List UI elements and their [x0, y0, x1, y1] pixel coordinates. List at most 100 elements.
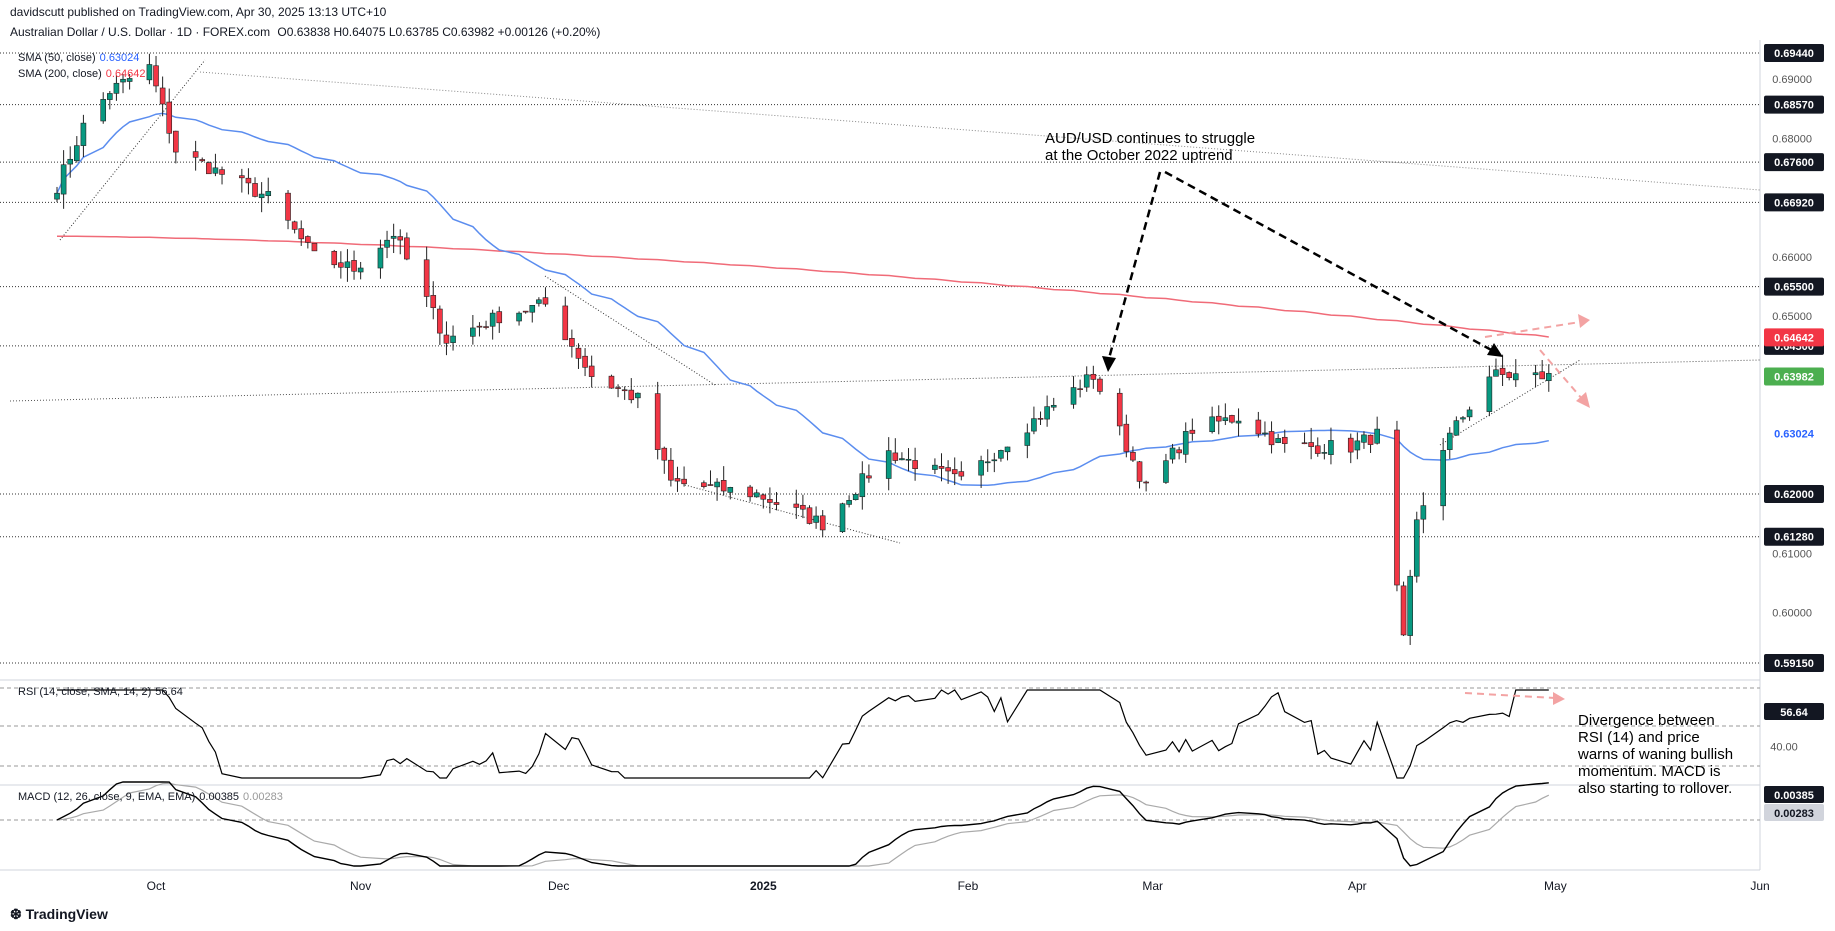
sma-50-line [56, 112, 1549, 486]
candle-down [866, 475, 872, 479]
candle-down [542, 297, 549, 305]
candle-down [397, 236, 404, 241]
candle-up [1222, 417, 1229, 422]
time-tick-label: Dec [548, 879, 569, 893]
macd-line [56, 781, 1549, 867]
sma50-badge: 0.63024 [1774, 428, 1815, 440]
candle-down [945, 467, 951, 472]
candle-down [331, 250, 338, 266]
candle-down [1268, 431, 1275, 446]
candle-up [727, 487, 734, 493]
candle-up [529, 305, 536, 313]
macd-axis: 0.00385 0.00283 [1764, 786, 1824, 821]
candle-down [1255, 419, 1262, 435]
candle-up [489, 312, 496, 327]
candle-up [1545, 373, 1552, 382]
candle-up [107, 93, 113, 100]
candle-down [767, 499, 773, 503]
price-tick-label: 0.61000 [1772, 548, 1812, 560]
candle-down [199, 159, 206, 162]
candle-up [1083, 374, 1090, 388]
sma50-legend[interactable]: SMA (50, close) 0.63024 [18, 52, 140, 64]
candle-down [668, 459, 674, 481]
candle-up [978, 460, 984, 476]
level-badge-0.69440-bg [1764, 44, 1824, 62]
candle-down [423, 259, 430, 297]
arrow-to-feb-high [1106, 171, 1162, 363]
candle-down [437, 308, 443, 334]
candle-down [951, 469, 958, 475]
sept-rally-trendline [59, 59, 206, 241]
candle-down [443, 334, 450, 344]
arrow-head [1553, 692, 1565, 705]
arrow-head [1487, 343, 1503, 357]
macd-pane [0, 781, 1760, 867]
candle-down [569, 338, 575, 347]
sma50-badge-bg [1764, 424, 1824, 443]
candle-up [126, 78, 133, 82]
candle-down [1215, 415, 1222, 422]
candle-down [806, 507, 813, 524]
level-badge-0.61280-bg [1764, 527, 1824, 546]
candle-up [1407, 575, 1413, 636]
candle-up [390, 235, 397, 239]
candle-up [1532, 372, 1539, 376]
level-badge-0.67600: 0.67600 [1774, 157, 1814, 169]
candle-up [516, 312, 522, 322]
price-tick-label: 0.60000 [1772, 608, 1812, 620]
candle-down [1116, 392, 1123, 427]
time-axis: Oct Nov Dec 2025 Feb Mar Apr May Jun [147, 879, 1770, 893]
candle-down [793, 503, 800, 508]
sma200-badge: 0.64642 [1774, 332, 1814, 344]
candle-down [305, 236, 311, 243]
divergence-annotation: Divergence between RSI (14) and price wa… [1578, 712, 1734, 797]
candle-up [80, 122, 87, 146]
price-axis: 0.69000 0.68000 0.66000 0.65000 0.61000 0.600… [1764, 44, 1824, 672]
candle-down [496, 311, 503, 324]
candle-up [120, 78, 126, 83]
bearish-breakdown-arrow [1539, 349, 1584, 401]
level-badge-0.59150: 0.59150 [1774, 658, 1814, 670]
candle-up [714, 481, 720, 488]
candle-down [582, 355, 588, 368]
candle-up [1321, 452, 1328, 454]
rsi-legend[interactable]: RSI (14, close, SMA, 14, 2) 56.64 [18, 686, 183, 698]
tradingview-logo[interactable]: ❆ TradingView [10, 906, 108, 922]
candle-down [404, 237, 410, 260]
candle-down [1367, 434, 1374, 445]
candle-down [773, 502, 780, 505]
arrow-head [1578, 314, 1590, 328]
time-tick-label: 2025 [750, 879, 777, 893]
candlesticks [54, 53, 1552, 645]
candle-down [1123, 423, 1130, 452]
candle-up [1446, 432, 1453, 450]
level-badge-0.65500: 0.65500 [1774, 282, 1814, 294]
candle-down [522, 310, 529, 313]
time-tick-label: Feb [958, 879, 979, 893]
candle-down [1400, 585, 1407, 636]
macd-signal-badge: 0.00283 [1774, 808, 1814, 820]
candle-up [899, 458, 905, 461]
price-tick-label: 0.66000 [1772, 252, 1812, 264]
level-badge-0.68570: 0.68570 [1774, 100, 1814, 112]
sma200-legend[interactable]: SMA (200, close) 0.64642 [18, 68, 146, 80]
candle-down [1097, 378, 1103, 392]
candle-down [1499, 367, 1506, 375]
candle-up [265, 191, 272, 197]
candle-down [938, 466, 945, 469]
candle-up [384, 239, 390, 248]
candle-down [628, 389, 635, 401]
candle-up [377, 247, 384, 269]
candle-up [885, 450, 892, 479]
level-badge-0.66920: 0.66920 [1774, 197, 1814, 209]
price-tick-label: 0.69000 [1772, 74, 1812, 86]
macd-legend[interactable]: MACD (12, 26, close, 9, EMA, EMA) 0.00385… [18, 791, 283, 803]
symbol-title[interactable]: Australian Dollar / U.S. Dollar · 1D · F… [10, 25, 271, 39]
candle-up [100, 99, 107, 122]
trend-lines [9, 59, 1761, 544]
candle-down [588, 365, 595, 377]
candle-down [661, 447, 668, 461]
candle-down [1130, 451, 1136, 461]
